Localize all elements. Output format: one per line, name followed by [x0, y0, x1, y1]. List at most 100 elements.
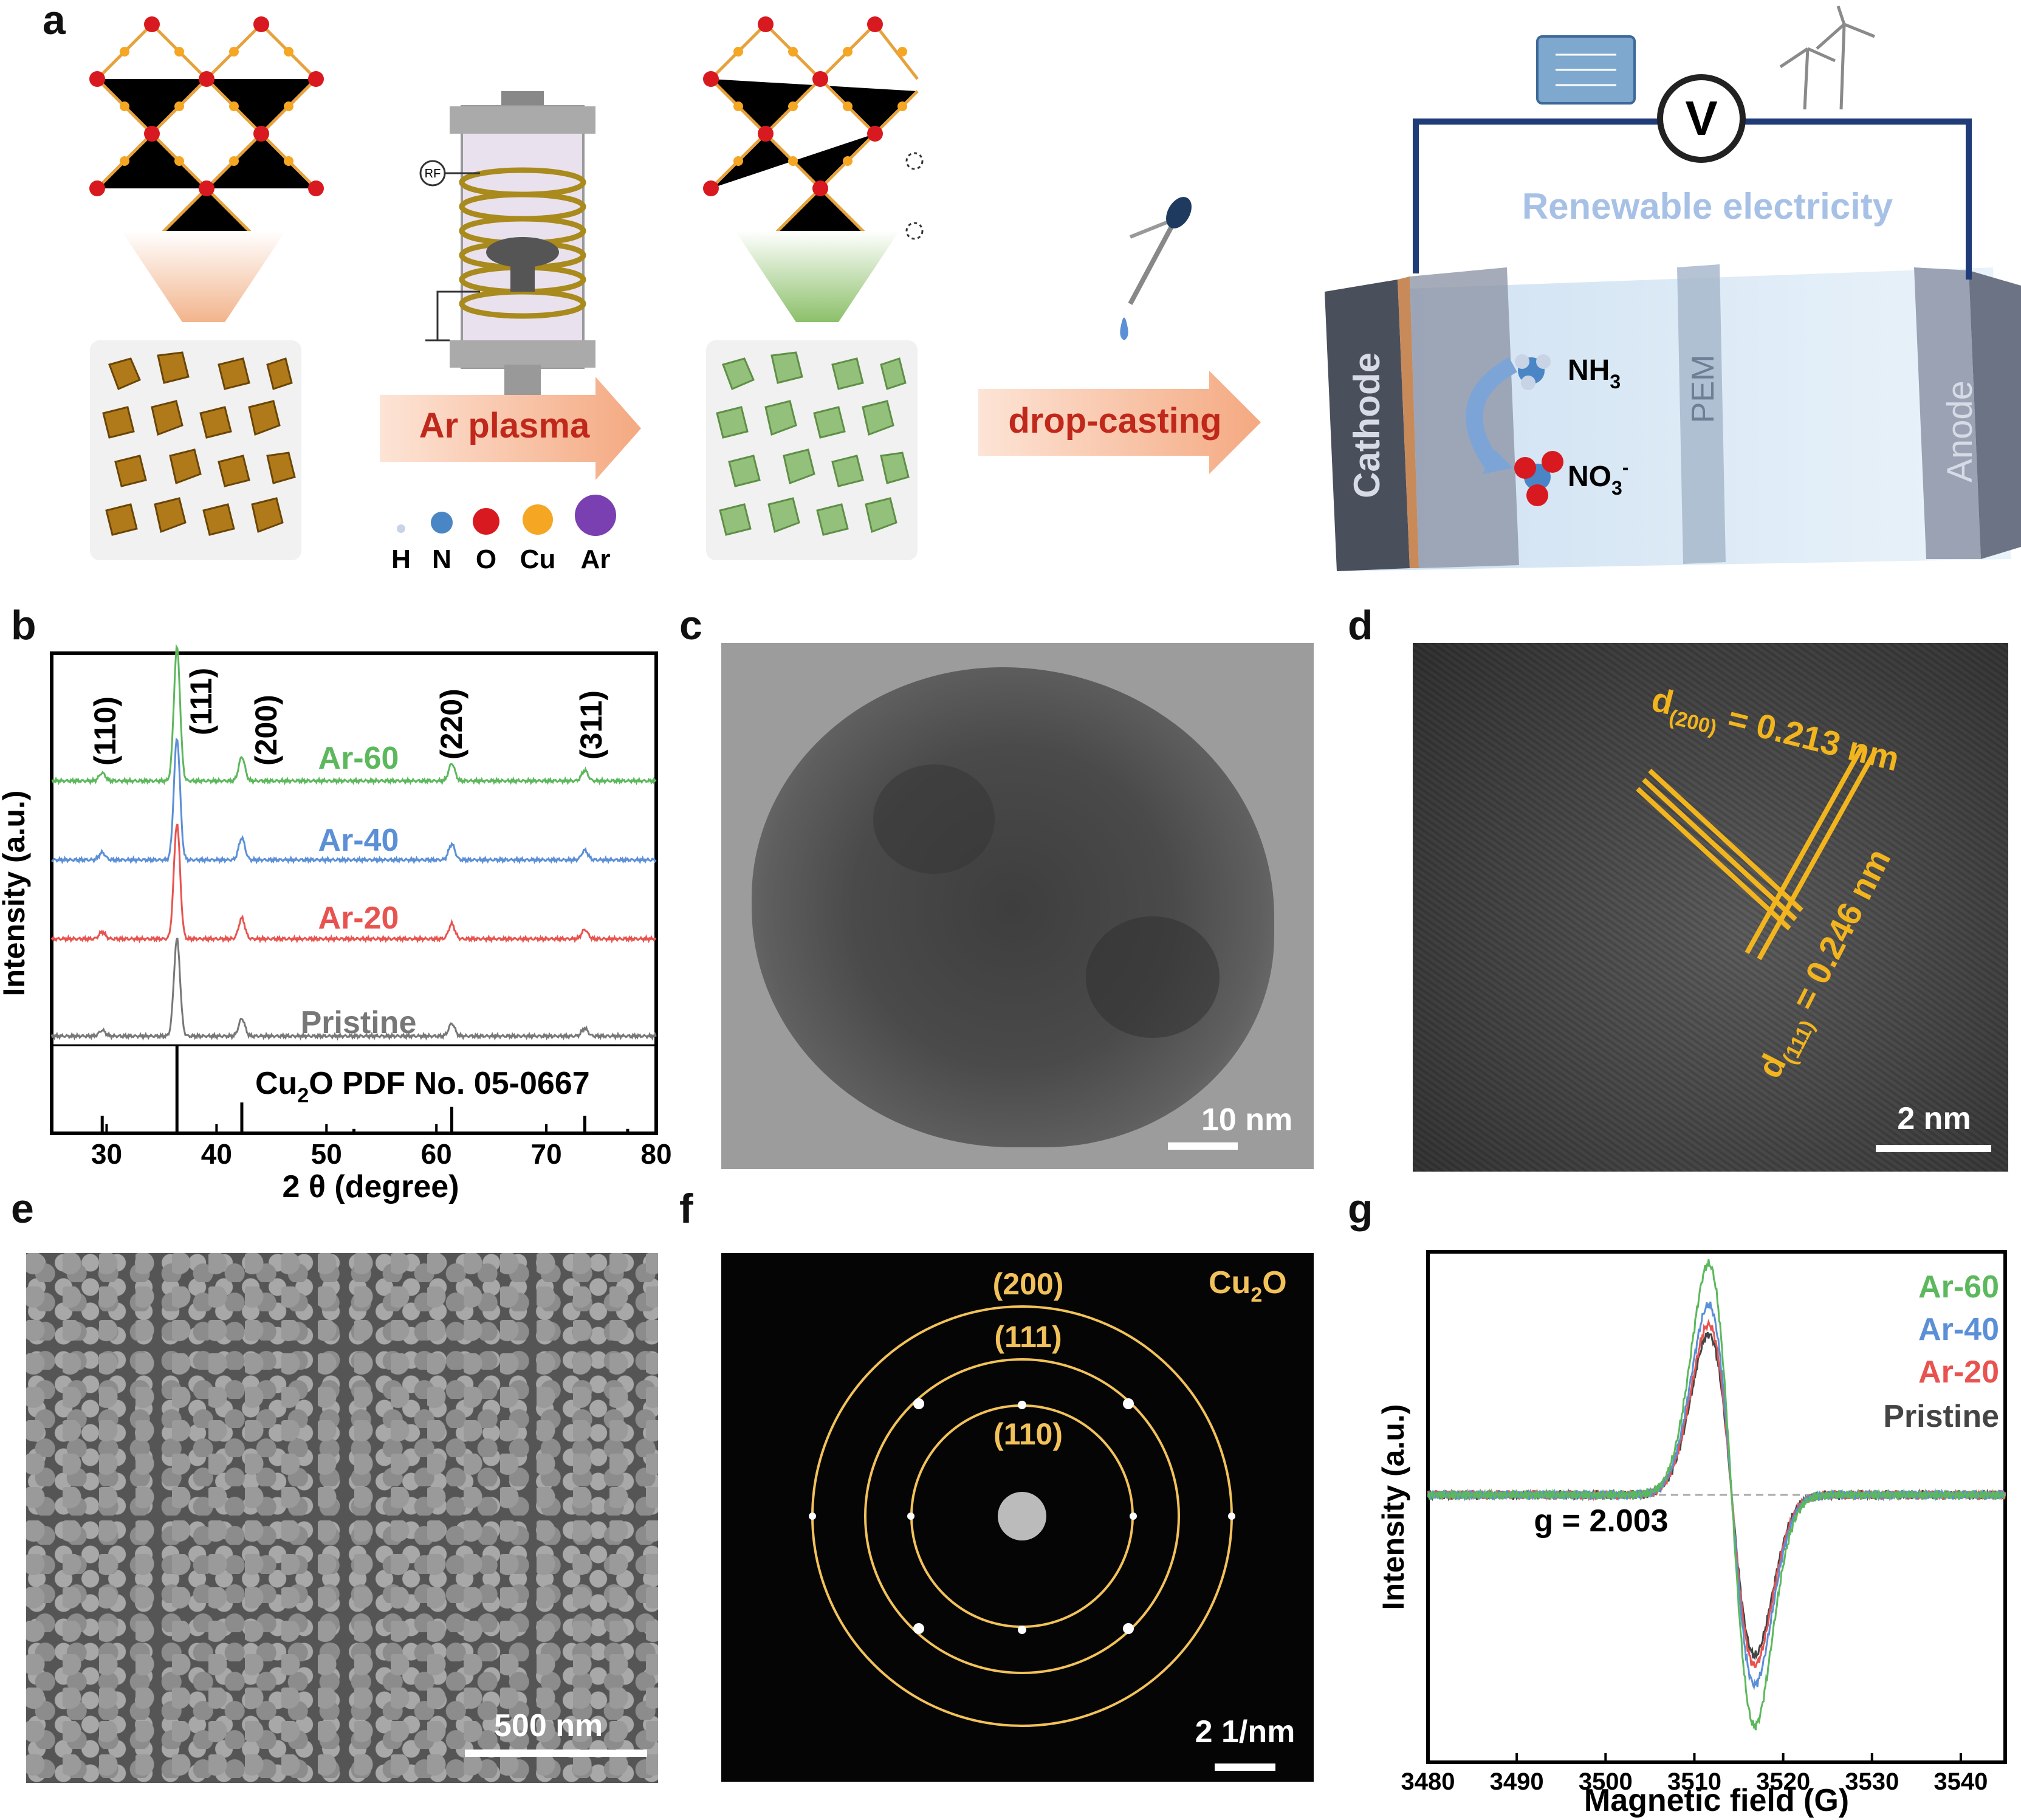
xrd-peak-311: (311) [574, 690, 608, 760]
pristine-particles [102, 351, 296, 536]
panel-label-f: f [679, 1186, 693, 1232]
funnel-green [735, 231, 899, 322]
epr-ylabel: Intensity (a.u.) [1376, 1404, 1410, 1610]
ring-label-111: (111) [994, 1320, 1062, 1354]
xrd-xlabel: 2 θ (degree) [282, 1169, 459, 1204]
xrd-peak-111: (111) [184, 668, 218, 735]
nh3-label: NH3 [1568, 354, 1621, 393]
ring-label-200: (200) [993, 1267, 1064, 1301]
d111-label: d(111) = 0.246 nm [1750, 843, 1904, 1087]
epr-tick-label: 3530 [1845, 1768, 1899, 1795]
xrd-tick-label: 30 [91, 1138, 122, 1170]
panel-label-d: d [1348, 602, 1373, 648]
treated-particles-box [706, 340, 918, 560]
epr-series-group [1427, 1259, 2006, 1731]
sem-scale-label: 500 nm [494, 1708, 603, 1743]
electrochemical-cell [1325, 5, 2021, 571]
pipette-icon [1120, 197, 1192, 340]
ar-plasma-label: Ar plasma [419, 406, 590, 445]
xrd-tick-label: 60 [421, 1138, 452, 1170]
lattice-atoms-1 [89, 16, 324, 196]
pristine-particles-box [90, 340, 301, 560]
epr-x-ticks: 3480 3490 3500 3510 3520 3530 3540 [1401, 1753, 1988, 1795]
diffraction-spots [809, 1398, 1235, 1634]
xrd-tick-label: 50 [311, 1138, 342, 1170]
xrd-series-group [50, 644, 657, 1041]
panel-label-b: b [11, 602, 36, 648]
epr-tick-label: 3510 [1667, 1768, 1721, 1795]
xrd-peak-110: (110) [88, 696, 122, 766]
hrtem-image: d(200) = 0.213 nm d(111) = 0.246 nm 2 nm [1413, 643, 2008, 1172]
xrd-line-ar-20 [50, 823, 657, 944]
legend-ar: Ar [581, 544, 611, 574]
epr-g-annotation: g = 2.003 [1534, 1503, 1668, 1539]
voltmeter-label: V [1685, 91, 1717, 145]
xrd-line-ar-40 [51, 737, 657, 865]
lattice-atoms-2 [703, 16, 924, 240]
sem-image: 500 nm [26, 1253, 658, 1783]
panel-label-c: c [679, 602, 702, 648]
epr-tick-label: 3540 [1934, 1768, 1988, 1795]
saed-scale-label: 2 1/nm [1195, 1714, 1295, 1750]
epr-tick-label: 3500 [1579, 1768, 1633, 1795]
saed-image: (200) (111) (110) Cu2O 2 1/nm [721, 1253, 1314, 1782]
arrow-drop-casting [978, 371, 1261, 474]
epr-tick-label: 3480 [1401, 1768, 1455, 1795]
xrd-legend-pristine: Pristine [301, 1005, 417, 1040]
epr-line-ar-60 [1427, 1259, 2006, 1731]
panel-a-schematic: RF Ar plasma H N O Cu Ar [89, 5, 2021, 574]
funnel-orange [122, 231, 286, 322]
lattice-fringe-lines [1636, 745, 1877, 960]
xrd-reference-sticks [100, 1045, 630, 1133]
ring-111 [864, 1358, 1180, 1674]
anode-label: Anode [1940, 380, 1980, 482]
xrd-legend-ar60: Ar-60 [318, 741, 399, 776]
atom-legend [397, 495, 616, 536]
epr-axes-frame [1426, 1250, 2007, 1764]
treated-particles [716, 351, 910, 536]
epr-chart: 3480 3490 3500 3510 3520 3530 3540 Intensity (… [1376, 1250, 2007, 1818]
xrd-tick-label: 80 [640, 1138, 671, 1170]
xrd-axes-frame [50, 651, 658, 1135]
xrd-legend-ar20: Ar-20 [318, 901, 399, 936]
xrd-tick-label: 70 [531, 1138, 562, 1170]
legend-h: H [391, 544, 411, 574]
epr-legend-ar60: Ar-60 [1918, 1269, 1999, 1305]
tem-image: 10 nm [721, 643, 1314, 1169]
pem-label: PEM [1686, 355, 1721, 424]
no3-label: NO3- [1568, 456, 1628, 499]
hrtem-scale-label: 2 nm [1897, 1101, 1971, 1136]
xrd-tick-label: 40 [201, 1138, 232, 1170]
d200-label: d(200) = 0.213 nm [1647, 680, 1903, 785]
epr-tick-label: 3490 [1490, 1768, 1544, 1795]
cu2o-lattice-defective [710, 23, 919, 244]
legend-o: O [476, 544, 496, 574]
xrd-reference-label: Cu2O PDF No. 05-0667 [255, 1066, 590, 1107]
epr-legend-ar20: Ar-20 [1918, 1355, 1999, 1390]
cu2o-lattice-pristine [96, 23, 317, 244]
xrd-line-ar-60 [51, 644, 657, 786]
drop-casting-label: drop-casting [1008, 401, 1221, 441]
xrd-x-ticks: 30 40 50 60 70 80 [91, 1124, 672, 1170]
ring-label-110: (110) [993, 1417, 1063, 1451]
xrd-line-pristine [50, 937, 657, 1041]
epr-tick-label: 3520 [1756, 1768, 1810, 1795]
rf-label: RF [425, 167, 441, 180]
xrd-legend-ar40: Ar-40 [318, 823, 399, 858]
panel-label-g: g [1348, 1186, 1373, 1232]
xrd-peak-200: (200) [249, 695, 283, 766]
saed-phase-label: Cu2O [1209, 1265, 1287, 1307]
plasma-reactor [419, 91, 595, 395]
xrd-chart: 30 40 50 60 70 80 Intensity (a.u.) 2 θ (degre… [0, 644, 672, 1204]
panel-label-a: a [43, 0, 66, 43]
cathode-label: Cathode [1347, 352, 1387, 498]
renewable-electricity-label: Renewable electricity [1522, 186, 1893, 227]
xrd-ylabel: Intensity (a.u.) [0, 791, 31, 997]
panel-label-e: e [11, 1186, 34, 1232]
legend-cu: Cu [520, 544, 556, 574]
epr-xlabel: Magnetic field (G) [1584, 1783, 1849, 1818]
epr-legend-ar40: Ar-40 [1918, 1312, 1999, 1347]
arrow-ar-plasma [380, 377, 641, 480]
tem-scale-label: 10 nm [1201, 1102, 1293, 1138]
epr-legend-pristine: Pristine [1883, 1399, 1999, 1434]
